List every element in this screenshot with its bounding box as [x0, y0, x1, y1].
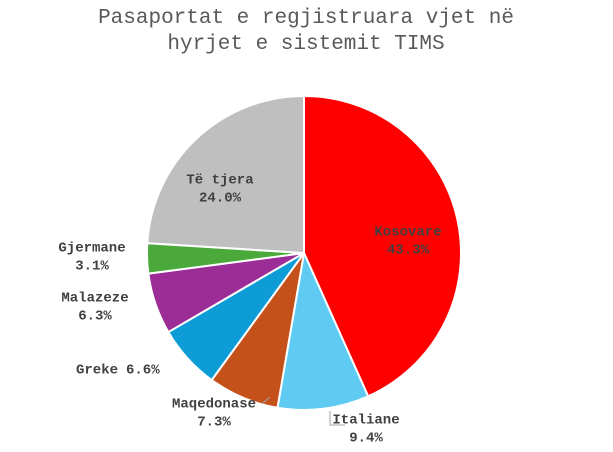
data-label-value: 24.0%	[199, 191, 242, 207]
data-label-value: 6.3%	[78, 309, 112, 325]
leader-line	[329, 411, 345, 426]
data-label-name: Italiane	[332, 413, 399, 429]
pie-slice	[303, 94, 462, 398]
data-label-value: 7.3%	[197, 415, 231, 431]
data-label-value: 6.6%	[126, 363, 160, 379]
pie-slice	[276, 249, 370, 411]
data-label-value: 3.1%	[75, 259, 109, 275]
data-label-value: 43.3%	[387, 243, 430, 259]
leader-line	[261, 396, 271, 405]
data-label-name: Maqedonase	[172, 397, 256, 413]
data-label-name: Të tjera	[186, 173, 254, 189]
data-label-name: Malazeze	[61, 291, 128, 307]
data-label-name: Kosovare	[374, 225, 441, 241]
chart-title: Pasaportat e regjistruara vjet në hyrjet…	[98, 7, 514, 56]
data-label-name: Greke	[76, 363, 118, 379]
data-label-value: 9.4%	[349, 431, 383, 447]
data-label-name: Gjermane	[58, 241, 125, 257]
pie-slice	[146, 94, 305, 255]
